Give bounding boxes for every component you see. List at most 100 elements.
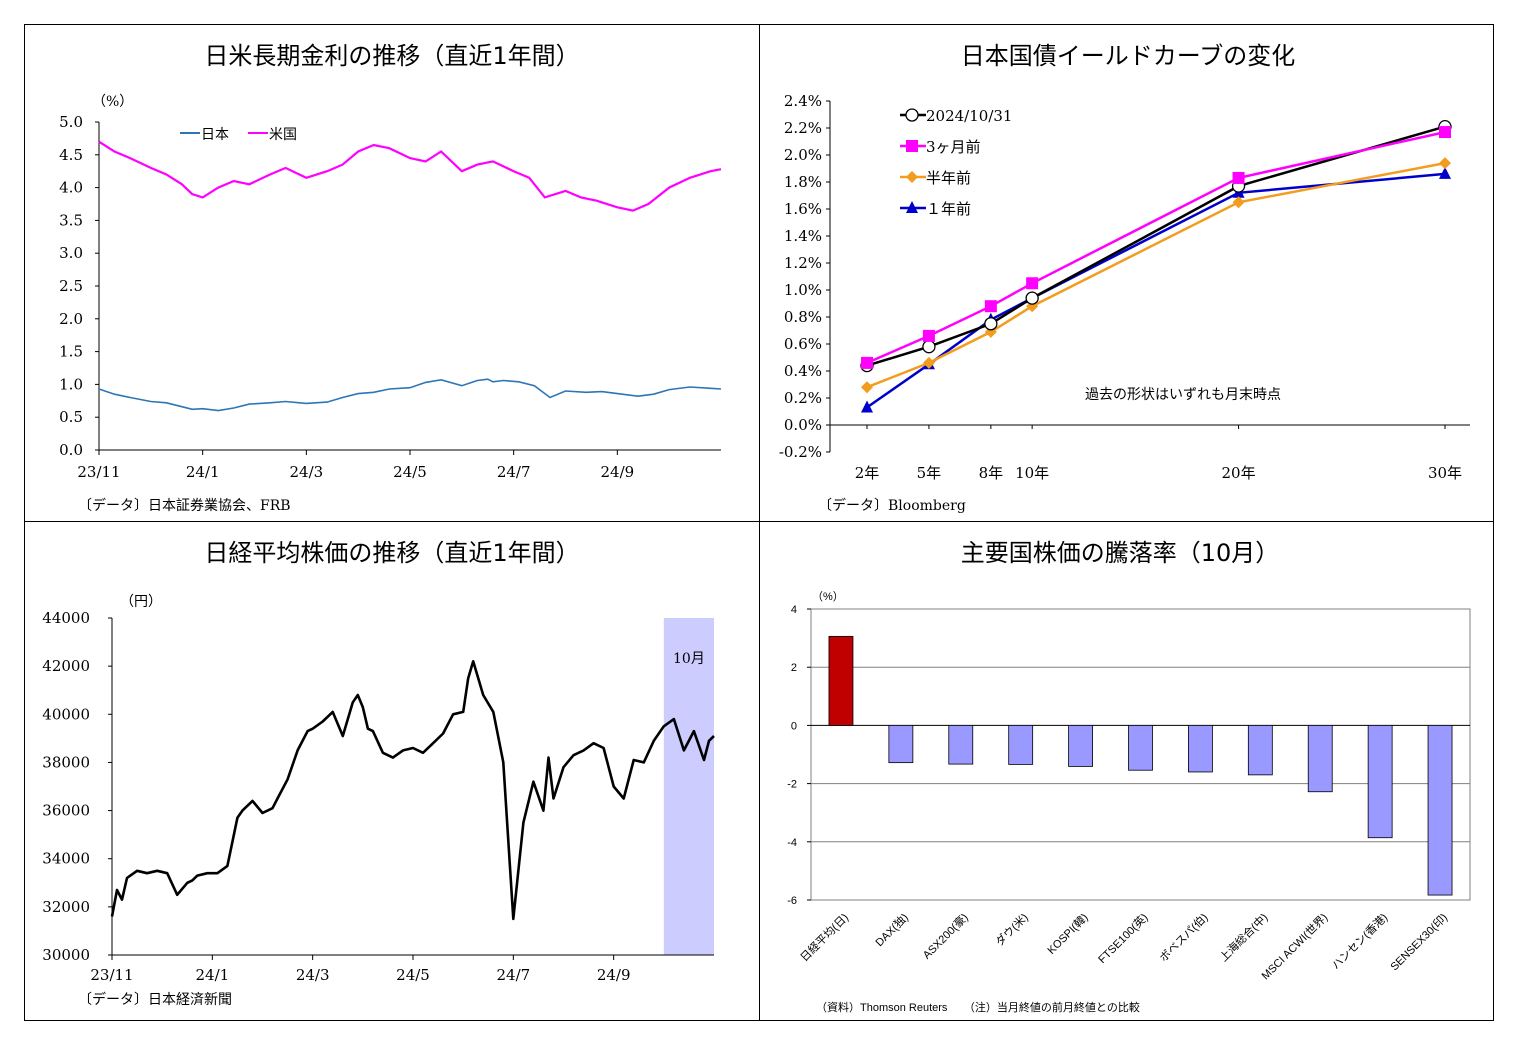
p2-y-tick-label: 1.0% (784, 281, 822, 299)
panel4-source: （資料）Thomson Reuters （注）当月終値の前月終値との比較 (816, 1000, 1140, 1014)
p2-y-tick-label: 1.6% (784, 200, 822, 218)
p4-bar (1188, 725, 1213, 773)
p2-x-tick-label: 2年 (855, 464, 880, 482)
p2-legend-label: 半年前 (926, 169, 971, 187)
p2-series-marker (1025, 291, 1039, 305)
p2-y-tick-label: 1.2% (784, 254, 822, 272)
p4-y-tick-label: 0 (791, 720, 797, 732)
p2-y-tick-label: 1.8% (784, 173, 822, 191)
p4-bar (828, 635, 854, 726)
p2-y-tick-label: 2.4% (784, 92, 822, 110)
p3-y-tick-label: 32000 (42, 898, 90, 916)
p3-y-tick-label: 36000 (42, 802, 90, 820)
p1-y-tick-label: 5.0 (59, 113, 83, 131)
p4-bar (1307, 725, 1333, 793)
p3-x-tick-label: 24/9 (597, 966, 631, 984)
p1-y-tick-label: 2.0 (59, 310, 83, 328)
p2-y-tick-label: 0.8% (784, 308, 822, 326)
p1-y-tick-label: 1.5 (59, 343, 83, 361)
p3-x-tick-label: 24/1 (195, 966, 229, 984)
panel4-title: 主要国株価の騰落率（10月） (961, 539, 1280, 567)
p2-x-tick-label: 20年 (1222, 464, 1256, 482)
p2-series-marker (1439, 166, 1451, 179)
p3-x-tick-label: 24/3 (296, 966, 330, 984)
panel1-source: 〔データ〕日本証券業協会、FRB (78, 497, 291, 514)
p3-october-highlight (663, 618, 714, 955)
p3-nikkei-line (110, 659, 715, 921)
p2-y-tick-label: 2.0% (784, 146, 822, 164)
panel-divider-horizontal (24, 521, 1494, 522)
p4-category-label: ハンセン(香港) (1329, 911, 1390, 972)
p2-x-tick-label: 5年 (917, 464, 942, 482)
p3-highlight-label: 10月 (673, 651, 705, 667)
p1-x-tick-label: 24/5 (393, 463, 427, 481)
p1-y-tick-label: 0.5 (59, 408, 83, 426)
p4-category-label: DAX(独) (873, 911, 911, 949)
p1-series-line-japan (98, 378, 722, 412)
p1-series-line-us (98, 140, 722, 212)
p4-y-tick-label: 2 (791, 662, 797, 674)
p3-y-tick-label: 38000 (42, 753, 90, 771)
p2-series-line (866, 161, 1446, 389)
p1-y-tick-label: 1.0 (59, 375, 83, 393)
p4-category-label: MSCI ACWI(世界) (1259, 911, 1330, 982)
p2-series-marker (984, 317, 998, 331)
p4-y-tick-label: -2 (787, 779, 797, 791)
p4-bar (1008, 725, 1034, 765)
p2-legend-label: 2024/10/31 (926, 107, 1012, 125)
p2-series-line (866, 172, 1446, 409)
p4-bar (888, 725, 914, 764)
p1-y-tick-label: 0.0 (59, 441, 83, 459)
p2-series-marker (861, 400, 873, 413)
p2-legend-marker (905, 108, 919, 122)
p2-y-tick-label: 0.2% (784, 389, 822, 407)
p2-series-marker (1439, 126, 1451, 139)
p4-bar (948, 725, 974, 765)
p4-category-label: 上海総合(中) (1216, 910, 1270, 964)
p1-legend-label: 米国 (269, 127, 297, 143)
p2-series-marker (922, 329, 935, 342)
p2-series-marker (922, 356, 935, 369)
panel3-unit-label: （円） (120, 594, 162, 610)
panel2-chart: 2.4% 2.2% 2.0% 1.8% 1.6% 1.4% 1.2% 1.0% 0.8% 0.6%… (779, 92, 1470, 482)
p1-x-tick-label: 24/1 (186, 463, 220, 481)
p4-category-label: FTSE100(英) (1095, 910, 1151, 966)
panel3-title: 日経平均株価の推移（直近1年間） (204, 539, 579, 567)
p3-x-tick-label: 24/5 (396, 966, 430, 984)
p2-series-line (866, 130, 1446, 365)
panel1-title: 日米長期金利の推移（直近1年間） (204, 42, 579, 70)
p2-series-marker (861, 356, 873, 369)
p2-y-tick-label: -0.2% (779, 443, 822, 461)
p1-y-tick-label: 3.5 (59, 211, 83, 229)
p2-y-tick-label: 0.4% (784, 362, 822, 380)
p1-legend-label: 日本 (201, 127, 229, 143)
p3-x-tick-label: 24/7 (496, 966, 530, 984)
p2-x-tick-label: 30年 (1428, 464, 1462, 482)
p1-x-tick-label: 24/9 (600, 463, 634, 481)
p2-y-tick-label: 0.0% (784, 416, 822, 434)
panel3-chart: 10月 44000 42000 40000 38000 36000 34000 32000 30… (42, 609, 715, 984)
panel2-title: 日本国債イールドカーブの変化 (961, 42, 1296, 70)
p3-y-tick-label: 30000 (42, 946, 90, 964)
p2-legend-label: １年前 (926, 200, 971, 218)
p4-category-label: KOSPI(韓) (1045, 911, 1091, 957)
p2-series-marker (1026, 277, 1039, 290)
p4-y-tick-label: -6 (787, 895, 797, 907)
p2-legend-label: 3ヶ月前 (926, 138, 981, 156)
p4-category-label: ダウ(米) (992, 910, 1030, 948)
p4-category-label: 日経平均(日) (798, 911, 851, 964)
p2-series-marker (1439, 157, 1451, 170)
p4-bar (1128, 725, 1153, 771)
panel2-source: 〔データ〕Bloomberg (818, 497, 966, 514)
p4-y-tick-label: 4 (791, 604, 797, 616)
p2-series-marker (1232, 171, 1245, 184)
panel2-note: 過去の形状はいずれも月末時点 (1085, 387, 1281, 403)
p2-series-marker (984, 300, 997, 313)
panel4-unit-label: （%） (812, 590, 844, 603)
p4-bar (1247, 725, 1273, 776)
panel1-unit-label: （%） (92, 94, 133, 110)
p1-x-tick-label: 23/11 (77, 463, 120, 481)
p3-y-tick-label: 42000 (42, 657, 90, 675)
